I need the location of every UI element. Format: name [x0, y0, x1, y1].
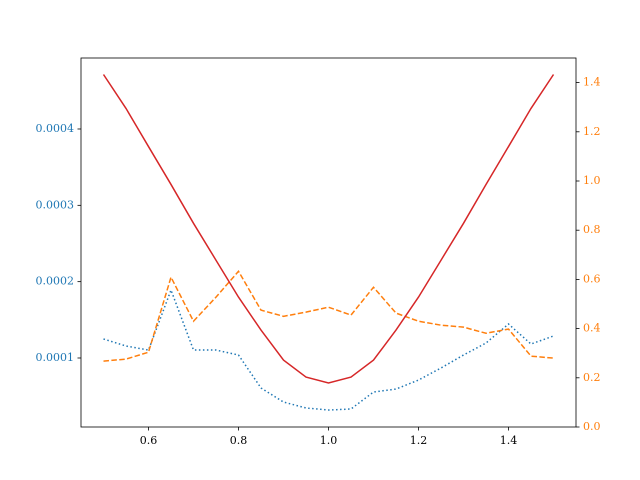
data-line — [103, 269, 554, 362]
y2-tick-label: 1.2 — [583, 125, 601, 138]
y2-tick-label: 0.0 — [583, 420, 601, 433]
y-tick-label: 0.0003 — [36, 198, 75, 211]
y2-tick-label: 0.8 — [583, 223, 601, 236]
x-tick-label: 0.8 — [230, 434, 248, 447]
y2-tick-label: 1.0 — [583, 174, 601, 187]
data-line — [103, 287, 554, 411]
x-tick-label: 0.6 — [140, 434, 158, 447]
plot-frame — [80, 57, 577, 428]
y2-tick-label: 0.4 — [583, 322, 601, 335]
x-tick-label: 1.2 — [410, 434, 428, 447]
y2-tick-label: 1.4 — [583, 76, 601, 89]
y-tick-label: 0.0004 — [36, 122, 75, 135]
x-tick-label: 1.4 — [500, 434, 518, 447]
y2-tick-label: 0.6 — [583, 272, 601, 285]
y-tick-label: 0.0001 — [36, 351, 75, 364]
data-line — [102, 74, 555, 384]
y2-tick-label: 0.2 — [583, 371, 601, 384]
y-tick-label: 0.0002 — [36, 275, 75, 288]
x-tick-label: 1.0 — [320, 434, 338, 447]
